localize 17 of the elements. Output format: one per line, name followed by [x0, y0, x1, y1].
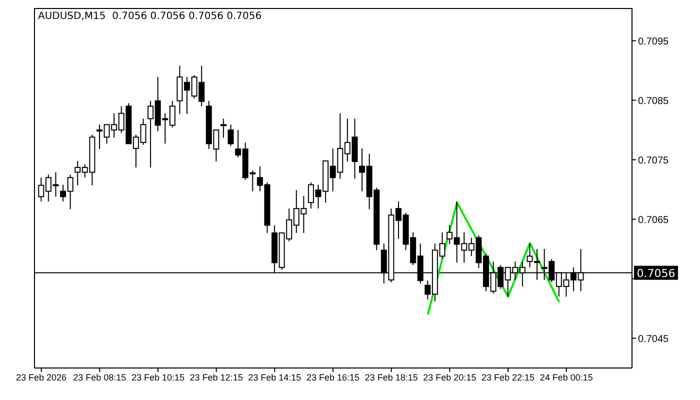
chart-title: AUDUSD,M15 0.7056 0.7056 0.7056 0.7056: [38, 11, 262, 22]
y-tick-label: 0.7095: [638, 36, 670, 48]
x-tick-label: 23 Feb 08:15: [73, 372, 126, 382]
x-tick-label: 23 Feb 14:15: [248, 372, 302, 382]
x-tick-label: 23 Feb 16:15: [306, 372, 360, 382]
x-tick-label: 23 Feb 2026: [16, 372, 67, 382]
y-tick-label: 0.7065: [638, 214, 670, 226]
ref-line-label: 0.7056: [636, 266, 676, 280]
x-tick-label: 23 Feb 10:15: [131, 372, 184, 382]
y-tick-label: 0.7075: [638, 155, 670, 166]
y-tick-label: 0.7085: [638, 96, 670, 107]
x-tick-label: 23 Feb 12:15: [190, 372, 243, 382]
x-tick-label: 23 Feb 18:15: [364, 372, 418, 382]
x-tick-label: 23 Feb 22:15: [482, 372, 535, 382]
x-tick-label: 24 Feb 00:15: [540, 372, 593, 382]
y-tick-label: 0.7045: [638, 334, 670, 345]
x-tick-label: 23 Feb 20:15: [423, 372, 476, 382]
